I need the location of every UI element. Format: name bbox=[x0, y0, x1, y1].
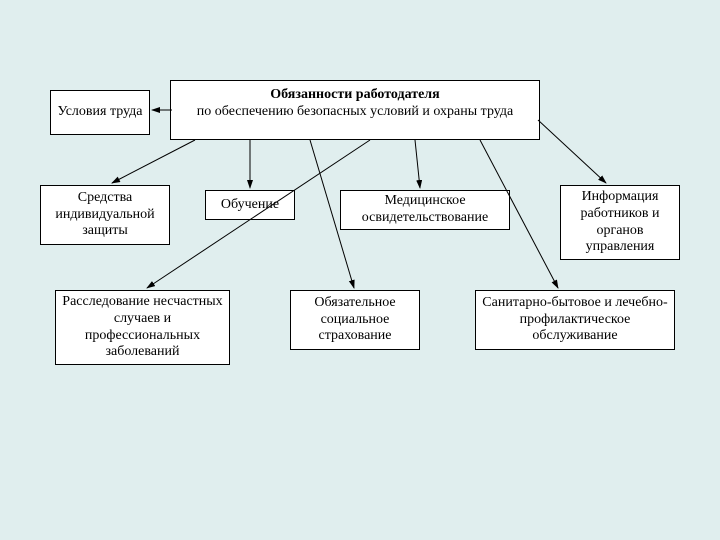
node-training: Обучение bbox=[205, 190, 295, 220]
root-sub: по обеспечению безопасных условий и охра… bbox=[197, 104, 513, 119]
node-conditions: Условия труда bbox=[50, 90, 150, 135]
node-insurance: Обязательное социальное страхование bbox=[290, 290, 420, 350]
diagram-stage: Обязанности работодателя по обеспечению … bbox=[0, 0, 720, 540]
arrow bbox=[112, 140, 195, 183]
node-investigation: Расследование несчастных случаев и профе… bbox=[55, 290, 230, 365]
node-ppe: Средства индивидуальной защиты bbox=[40, 185, 170, 245]
node-info: Информация работников и органов управлен… bbox=[560, 185, 680, 260]
root-title: Обязанности работодателя bbox=[270, 87, 439, 102]
node-medical: Медицинское освидетельствование bbox=[340, 190, 510, 230]
ppe-label: Средства индивидуальной защиты bbox=[47, 190, 163, 240]
sanitary-label: Санитарно-бытовое и лечебно-профилактиче… bbox=[482, 295, 668, 345]
arrow bbox=[415, 140, 420, 188]
info-label: Информация работников и органов управлен… bbox=[567, 189, 673, 256]
training-label: Обучение bbox=[221, 197, 279, 214]
investigation-label: Расследование несчастных случаев и профе… bbox=[62, 294, 223, 361]
node-sanitary: Санитарно-бытовое и лечебно-профилактиче… bbox=[475, 290, 675, 350]
medical-label: Медицинское освидетельствование bbox=[347, 193, 503, 227]
conditions-label: Условия труда bbox=[57, 104, 142, 121]
arrow bbox=[538, 120, 606, 183]
node-root: Обязанности работодателя по обеспечению … bbox=[170, 80, 540, 140]
insurance-label: Обязательное социальное страхование bbox=[297, 295, 413, 345]
